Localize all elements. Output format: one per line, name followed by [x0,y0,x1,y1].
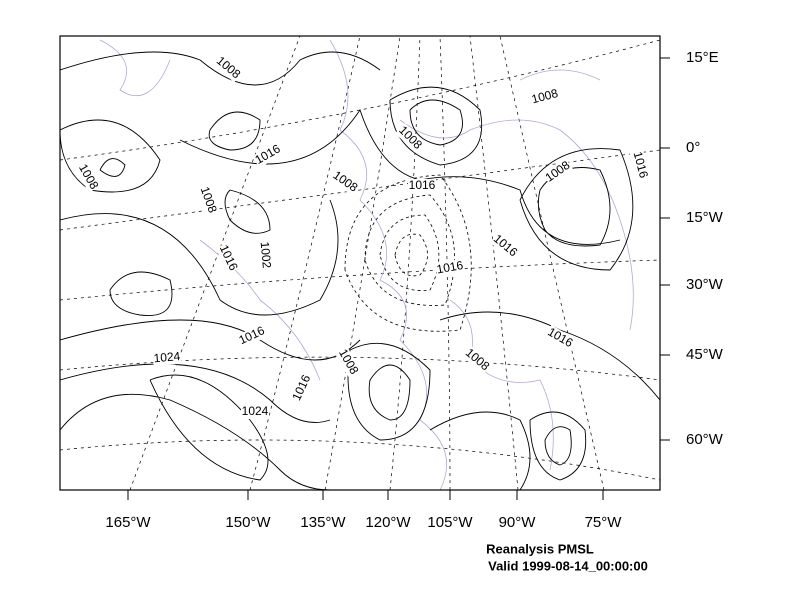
contour-label-bg [74,161,102,193]
map-subtitle: Valid 1999-08-14_00:00:00 [488,558,648,573]
contour-label-bg [215,242,241,274]
x-tick-label: 150°W [225,514,271,531]
graticule [60,36,660,490]
coastline [99,39,634,490]
isobar-low [344,174,472,332]
map-title: Reanalysis PMSL [486,541,594,556]
contour-label-bg [529,86,561,108]
contour-label-bg [289,372,315,404]
contour-label-bg [252,141,284,169]
contour-label-bg [152,349,182,367]
contour-label-bg [489,231,521,261]
contour-label: 1002 [258,241,274,269]
plot-frame [59,35,661,491]
x-tick-label: 135°W [300,514,346,531]
contour-label-bg [629,149,651,181]
x-tick-label: 165°W [105,514,151,531]
y-tick-label: 45°W [686,346,724,363]
contour-label-bg [236,323,268,349]
x-tick-label: 105°W [427,514,473,531]
contour-label-bg [542,158,574,186]
contour-label-bg [241,405,269,419]
contour-label-bg [461,345,493,375]
x-tick-label: 90°W [499,514,537,531]
contour-label: 1016 [409,178,436,192]
contour-label-bg [544,324,576,352]
contour-label-bg [334,346,362,378]
x-tick-label: 75°W [585,514,623,531]
contour-label-bg [256,240,274,270]
contour-label-bg [329,168,361,196]
contour-label: 1016 [435,258,464,276]
contour-label-bg [434,258,466,278]
map-field [60,36,660,490]
y-tick-label: 15°E [686,49,719,66]
contour-label: 1024 [153,349,181,365]
isobar [60,51,660,490]
contour-label-bg [408,179,436,193]
contour-label-bg [196,184,220,216]
contour-label: 1008 [530,86,560,107]
y-tick-label: 30°W [686,276,724,293]
y-tick-label: 60°W [686,431,724,448]
x-tick-label: 120°W [365,514,411,531]
contour-label-bg [395,123,425,153]
y-tick-label: 0° [686,139,700,156]
contour-label: 1016 [631,150,652,180]
contour-label: 1024 [242,404,269,418]
contour-label-bg [212,53,244,83]
y-tick-label: 15°W [686,209,724,226]
